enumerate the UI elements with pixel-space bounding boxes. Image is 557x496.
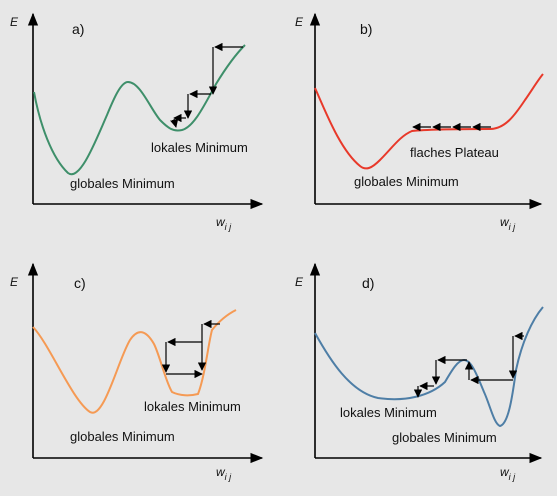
x-axis-var: w — [216, 465, 226, 479]
gradient-steps — [170, 42, 243, 128]
y-axis-label: E — [10, 275, 19, 289]
step-arrow — [170, 118, 179, 128]
panel-b: E wi j b) flaches Plateau globales Minim… — [295, 12, 544, 232]
y-axis-label: E — [295, 15, 304, 29]
x-axis-subscript: i j — [225, 222, 233, 232]
x-axis-var: w — [500, 465, 510, 479]
x-axis-label: wi j — [216, 465, 232, 482]
x-axis-var: w — [216, 215, 226, 229]
gradient-steps — [161, 319, 220, 379]
x-axis-label: wi j — [500, 465, 516, 482]
plateau-label: flaches Plateau — [410, 145, 499, 160]
panel-letter: a) — [72, 21, 84, 37]
panel-letter: d) — [362, 275, 374, 291]
error-curve — [314, 73, 544, 170]
x-axis-label: wi j — [500, 215, 516, 232]
local-minimum-label: lokales Minimum — [340, 405, 437, 420]
y-axis-label: E — [10, 15, 19, 29]
local-minimum-label: lokales Minimum — [144, 399, 241, 414]
x-axis-subscript: i j — [509, 472, 517, 482]
x-axis-label: wi j — [216, 215, 232, 232]
x-axis-subscript: i j — [509, 222, 517, 232]
panel-c: E wi j c) lokales Minimum globales Minim… — [10, 262, 264, 482]
global-minimum-label: globales Minimum — [392, 430, 497, 445]
x-axis-subscript: i j — [225, 472, 233, 482]
panel-a: E wi j a) lokales Minimum globales Minim… — [10, 12, 264, 232]
error-curve — [32, 309, 237, 414]
global-minimum-label: globales Minimum — [70, 429, 175, 444]
x-axis-var: w — [500, 215, 510, 229]
gradient-steps — [413, 331, 524, 398]
panel-letter: c) — [74, 275, 86, 291]
local-minimum-label: lokales Minimum — [151, 140, 248, 155]
y-axis-label: E — [295, 275, 304, 289]
panel-d: E wi j d) lokales Minimum globales Minim… — [295, 262, 544, 482]
global-minimum-label: globales Minimum — [70, 176, 175, 191]
global-minimum-label: globales Minimum — [354, 174, 459, 189]
panel-letter: b) — [360, 21, 372, 37]
